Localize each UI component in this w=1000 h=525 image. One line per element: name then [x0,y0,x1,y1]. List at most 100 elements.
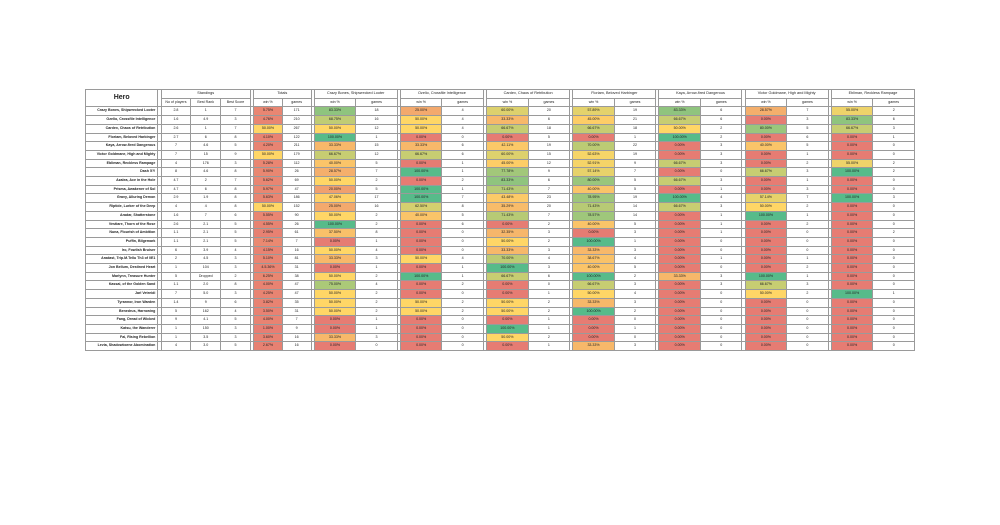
games-cell: 4 [441,106,484,117]
win-pct-cell: 40.00% [572,263,615,273]
win-pct-cell: 50.00% [313,210,357,221]
gap-cell [828,341,832,352]
standings-cell: 5.0 [190,289,222,299]
win-pct-cell: 0.00% [744,149,788,160]
standings-subheader: Best Rank [190,97,222,108]
games-cell: 15 [355,141,398,151]
win-pct-cell: 100.00% [486,324,529,334]
win-pct-cell: 0.00% [399,132,443,143]
win-pct-cell: 0.00% [744,324,788,334]
games-cell: 0 [786,297,829,308]
win-pct-cell: 70.00% [572,141,615,151]
table-row: Cardex, Chaos of Retribution 2.6 1 7 50.00% 2… [84,123,915,134]
win-pct-cell: 0.00% [744,176,788,186]
games-subheader: games [699,97,743,108]
win-pct-cell: 0.00% [830,245,874,256]
win-pct-cell: 45.00% [572,115,615,125]
hero-name-cell: Floriam, Beloved Harbinger [84,132,159,143]
games-cell: 4 [613,289,657,299]
win-pct-cell: 50.00% [399,306,443,317]
games-cell: 0 [613,332,657,343]
win-pct-cell: 0.00% [658,263,701,273]
standings-cell: 7 [160,149,192,160]
total-win-pct-cell: 4.00% [253,280,283,291]
games-cell: 1 [699,219,743,230]
standings-cell: 9 [190,297,222,308]
standings-cell: 3.0 [190,341,222,352]
games-cell: 3 [699,158,743,169]
table-row: Azalea, Ace in the Hole 4.7 2 7 5.62% 69 50.00… [84,176,915,186]
gap-cell [655,341,659,352]
games-cell: 1 [441,271,484,282]
gap-cell [569,341,573,352]
hero-name-cell: Iro, Fowlish Bruiser [84,245,159,256]
standings-cell: 1 [190,106,222,117]
win-pct-cell: 0.00% [830,149,874,160]
games-cell: 6 [699,106,743,117]
win-pct-cell: 83.33% [486,176,529,186]
games-cell: 3 [613,297,657,308]
standings-cell: 8 [220,184,251,195]
games-cell: 3 [699,271,743,282]
win-pct-cell: 0.00% [399,219,443,230]
hero-name-cell: Katsu, the Wanderer [84,324,159,334]
win-pct-cell: 40.00% [744,141,788,151]
standings-cell: 5 [220,228,251,238]
win-pct-cell: 100.00% [313,219,357,230]
win-pct-cell: 66.67% [572,123,615,134]
games-cell: 2 [527,236,571,247]
standings-cell: 8 [220,202,251,212]
standings-cell: 8 [160,167,192,178]
win-pct-cell: 0.00% [486,280,529,291]
win-pct-subheader: win % [313,97,357,108]
games-cell: 4 [441,123,484,134]
total-win-pct-cell: 4.20% [253,141,283,151]
total-games-cell: 171 [281,106,312,117]
standings-cell: 4 [220,306,251,317]
total-win-pct-cell: 3.60% [253,332,283,343]
games-cell: 0 [699,297,743,308]
win-pct-cell: 50.00% [313,123,357,134]
win-pct-cell: 100.00% [830,167,874,178]
total-win-pct-cell: 5.90% [253,167,283,178]
games-cell: 3 [613,341,657,352]
win-pct-cell: 0.00% [830,184,874,195]
hero-name-cell: Cardex, Chaos of Retribution [84,123,159,134]
games-cell: 0 [699,315,743,325]
win-pct-cell: 0.00% [313,236,357,247]
games-cell: 7 [786,106,829,117]
standings-cell: 3.9 [190,245,222,256]
standings-cell: 7 [220,176,251,186]
win-pct-cell: 33.33% [658,271,701,282]
win-pct-cell: 71.43% [486,184,529,195]
standings-cell: 2.6 [160,123,192,134]
win-pct-cell: 35.29% [486,202,529,212]
win-pct-cell: 0.00% [744,115,788,125]
total-games-cell: 267 [281,123,312,134]
games-cell: 6 [527,115,571,125]
win-pct-cell: 42.11% [486,141,529,151]
games-cell: 1 [355,315,398,325]
games-cell: 0 [872,184,915,195]
games-cell: 4 [355,280,398,291]
standings-cell: 2.9 [160,193,192,204]
win-pct-cell: 40.00% [313,158,357,169]
win-pct-cell: 0.00% [399,289,443,299]
win-pct-cell: 0.00% [313,315,357,325]
standings-cell: 2 [220,271,251,282]
total-win-pct-cell: 2.95% [253,228,283,238]
games-cell: 0 [441,324,484,334]
win-pct-cell: 55.00% [830,106,874,117]
win-pct-cell: 25.00% [399,106,443,117]
standings-cell: 1 [160,332,192,343]
games-cell: 2 [441,176,484,186]
games-cell: 1 [699,184,743,195]
table-row: Puffin, Bilgemark 1.1 2.1 5 7.14% 7 0.00% 1 0.00… [84,236,915,247]
total-win-pct-cell: 4.5.36% [253,263,283,273]
games-cell: 0 [699,324,743,334]
win-pct-cell: 0.00% [830,141,874,151]
games-cell: 0 [872,141,915,151]
games-cell: 2 [527,219,571,230]
table-row: Katsu, the Wanderer 1 150 3 1.00% 9 0.00% 1 0.00… [84,324,915,334]
win-pct-cell: 0.00% [399,176,443,186]
